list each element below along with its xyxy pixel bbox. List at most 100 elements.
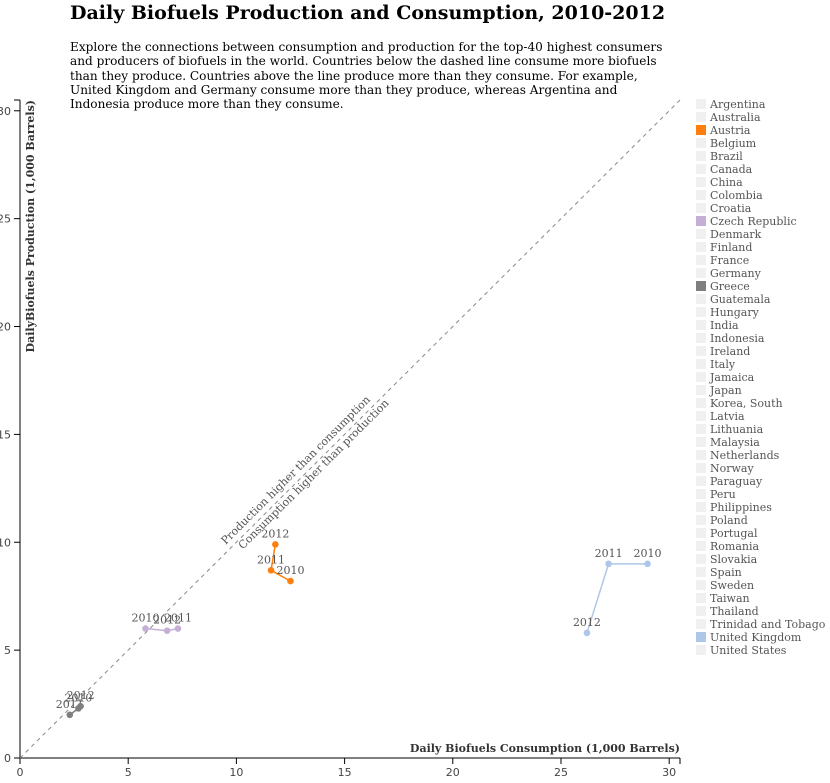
legend-item-label[interactable]: Lithuania <box>710 423 764 436</box>
x-tick-label: 5 <box>125 766 132 779</box>
legend-item-label[interactable]: Latvia <box>710 410 745 423</box>
legend-item-label[interactable]: Taiwan <box>710 592 750 605</box>
legend-item-label[interactable]: Slovakia <box>710 553 758 566</box>
x-tick-label: 0 <box>17 766 24 779</box>
legend-swatch <box>696 372 706 382</box>
legend-swatch <box>696 398 706 408</box>
legend-swatch <box>696 411 706 421</box>
y-tick-label: 5 <box>4 644 11 657</box>
legend-swatch <box>696 580 706 590</box>
legend-item-label[interactable]: India <box>710 319 739 332</box>
legend-swatch <box>696 463 706 473</box>
legend-swatch <box>696 190 706 200</box>
legend-item-label[interactable]: Guatemala <box>710 293 771 306</box>
legend-item-label[interactable]: Portugal <box>710 527 758 540</box>
data-point <box>267 567 275 574</box>
legend-swatch <box>696 502 706 512</box>
data-point <box>272 541 279 548</box>
legend-swatch <box>696 203 706 213</box>
legend-item-label[interactable]: Peru <box>710 488 736 501</box>
data-point <box>583 629 591 637</box>
legend-item-label[interactable]: Poland <box>710 514 748 527</box>
legend-swatch <box>696 216 706 226</box>
point-year-label: 2010 <box>64 691 92 704</box>
legend-item-label[interactable]: Denmark <box>710 228 762 241</box>
legend-item-label[interactable]: Paraguay <box>710 475 763 488</box>
legend-item-label[interactable]: United States <box>710 644 787 657</box>
x-tick-label: 20 <box>446 766 460 779</box>
legend-item-label[interactable]: Greece <box>710 280 750 293</box>
data-point <box>174 625 182 632</box>
legend-item-label[interactable]: Thailand <box>710 605 759 618</box>
legend-item-label[interactable]: Argentina <box>709 98 766 111</box>
legend-swatch <box>696 164 706 174</box>
legend-swatch <box>696 307 706 317</box>
legend-item-label[interactable]: Korea, South <box>710 397 783 410</box>
legend-swatch <box>696 320 706 330</box>
legend-item-label[interactable]: Colombia <box>710 189 763 202</box>
diagonal-label-below: Consumption higher than production <box>236 397 392 552</box>
legend-item-label[interactable]: Italy <box>710 358 736 371</box>
legend-item-label[interactable]: Romania <box>710 540 759 553</box>
legend-item-label[interactable]: Finland <box>710 241 752 254</box>
y-tick-label: 15 <box>0 428 11 441</box>
y-tick-label: 10 <box>0 536 11 549</box>
legend-swatch <box>696 632 706 642</box>
point-year-label: 2012 <box>67 689 95 702</box>
legend-item-label[interactable]: Hungary <box>710 306 760 319</box>
data-point <box>163 627 171 635</box>
legend-swatch <box>696 424 706 434</box>
y-tick-label: 0 <box>4 752 11 765</box>
x-tick-label: 25 <box>554 766 568 779</box>
legend-item-label[interactable]: Jamaica <box>709 371 755 384</box>
legend-swatch <box>696 554 706 564</box>
legend-item-label[interactable]: Trinidad and Tobago <box>710 618 826 631</box>
legend-swatch <box>696 138 706 148</box>
legend-swatch <box>696 385 706 395</box>
legend-item-label[interactable]: Indonesia <box>710 332 765 345</box>
x-tick-label: 10 <box>229 766 243 779</box>
legend-item-label[interactable]: Czech Republic <box>710 215 797 228</box>
legend-item-label[interactable]: Netherlands <box>710 449 780 462</box>
legend-swatch <box>696 541 706 551</box>
legend-item-label[interactable]: Philippines <box>710 501 772 514</box>
point-year-label: 2011 <box>257 553 285 566</box>
legend-item-label[interactable]: Brazil <box>710 150 743 163</box>
legend-swatch <box>696 593 706 603</box>
legend-item-label[interactable]: Australia <box>709 111 761 124</box>
point-year-label: 2012 <box>261 527 289 540</box>
legend-item-label[interactable]: Sweden <box>710 579 754 592</box>
point-year-label: 2010 <box>132 612 160 625</box>
legend-item-label[interactable]: Japan <box>709 384 742 397</box>
legend-item-label[interactable]: Spain <box>710 566 742 579</box>
legend-swatch <box>696 476 706 486</box>
legend-item-label[interactable]: Croatia <box>710 202 752 215</box>
legend-item-label[interactable]: China <box>710 176 743 189</box>
legend-item-label[interactable]: Norway <box>710 462 754 475</box>
y-tick-label: 30 <box>0 105 11 118</box>
x-axis-title: Daily Biofuels Consumption (1,000 Barrel… <box>410 742 680 755</box>
page-title: Daily Biofuels Production and Consumptio… <box>70 2 666 24</box>
legend-item-label[interactable]: Germany <box>710 267 762 280</box>
diagonal-line <box>19 99 681 759</box>
legend-item-label[interactable]: Austria <box>709 124 751 137</box>
legend-swatch <box>696 437 706 447</box>
legend-swatch <box>696 99 706 109</box>
legend-item-label[interactable]: Canada <box>710 163 753 176</box>
point-year-label: 2010 <box>634 547 662 560</box>
data-point <box>644 560 651 568</box>
legend-item-label[interactable]: Malaysia <box>710 436 760 449</box>
legend-item-label[interactable]: France <box>710 254 749 267</box>
legend-item-label[interactable]: Ireland <box>710 345 750 358</box>
legend-swatch <box>696 528 706 538</box>
legend-swatch <box>696 567 706 577</box>
x-tick-label: 15 <box>338 766 352 779</box>
data-point <box>66 711 74 719</box>
legend-swatch <box>696 359 706 369</box>
legend-item-label[interactable]: United Kingdom <box>710 631 802 644</box>
point-year-label: 2010 <box>276 564 304 577</box>
legend-swatch <box>696 333 706 343</box>
legend-item-label[interactable]: Belgium <box>710 137 757 150</box>
legend-swatch <box>696 606 706 616</box>
